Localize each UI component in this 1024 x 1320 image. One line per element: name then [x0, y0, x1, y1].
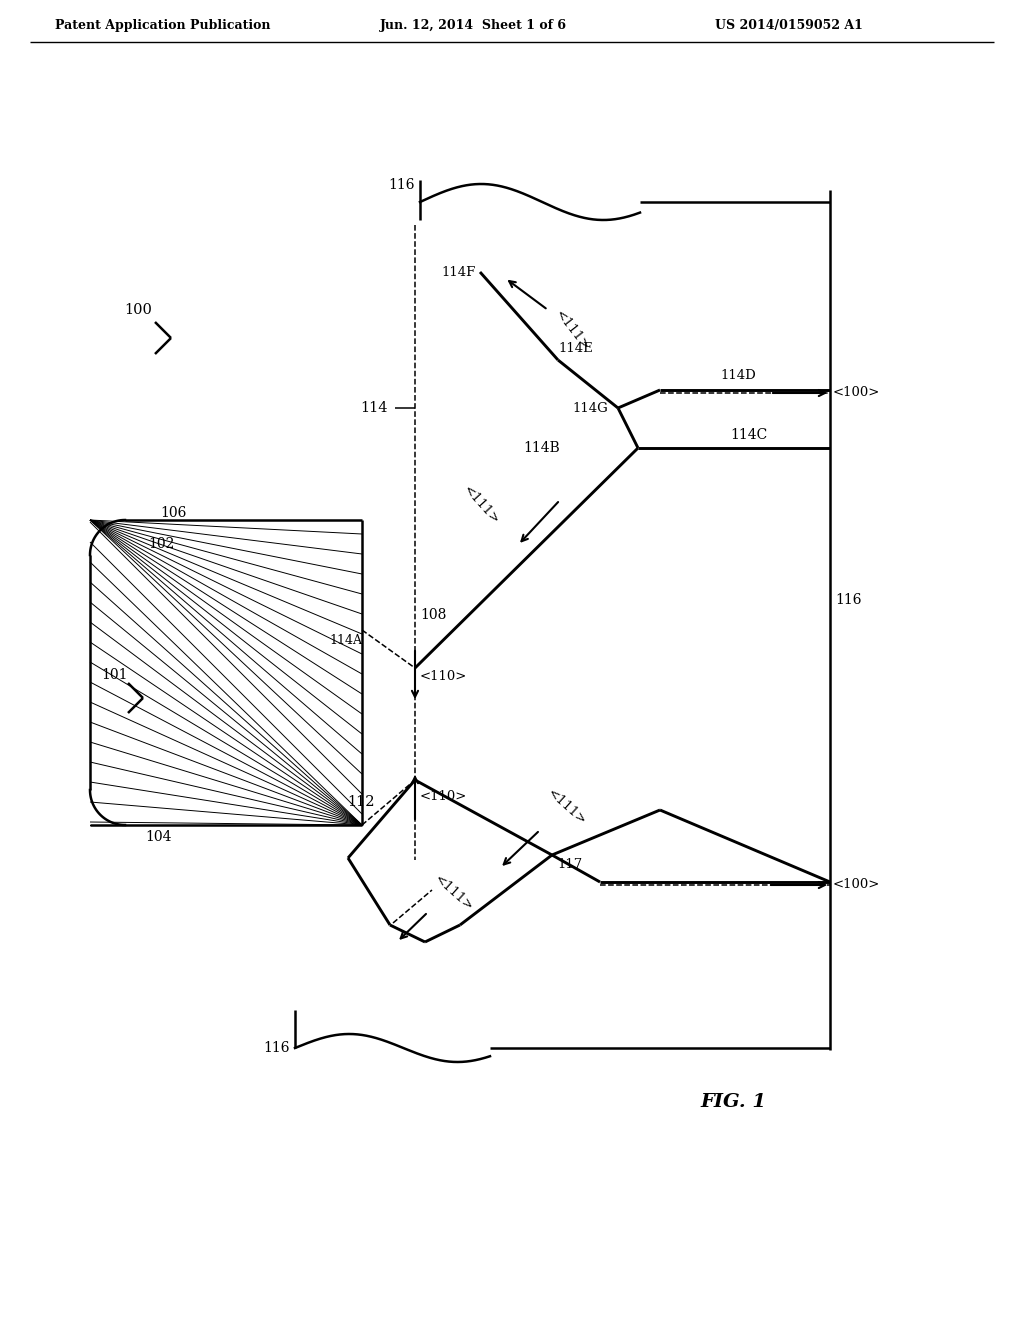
Text: 104: 104	[145, 830, 171, 843]
Text: Patent Application Publication: Patent Application Publication	[55, 18, 270, 32]
Text: 116: 116	[263, 1041, 290, 1055]
Text: 117: 117	[557, 858, 583, 871]
Text: 100: 100	[124, 304, 152, 317]
Text: 108: 108	[420, 609, 446, 622]
Text: <111>: <111>	[432, 873, 476, 913]
Text: 114A: 114A	[329, 634, 362, 647]
Text: 114: 114	[360, 401, 388, 414]
Text: <111>: <111>	[545, 787, 589, 828]
Text: <100>: <100>	[833, 879, 881, 891]
Text: <111>: <111>	[461, 483, 502, 527]
Text: US 2014/0159052 A1: US 2014/0159052 A1	[715, 18, 863, 32]
Text: <110>: <110>	[420, 669, 467, 682]
Text: 114C: 114C	[730, 428, 767, 442]
Text: 112: 112	[347, 795, 375, 809]
Text: <110>: <110>	[420, 791, 467, 804]
Text: 114F: 114F	[441, 265, 476, 279]
Text: <111>: <111>	[552, 308, 592, 354]
Text: 116: 116	[835, 593, 861, 607]
Text: 116: 116	[388, 178, 415, 191]
Text: 101: 101	[101, 668, 128, 682]
Text: 114G: 114G	[572, 403, 608, 414]
Text: 102: 102	[148, 537, 174, 550]
Text: 114D: 114D	[720, 370, 756, 381]
Text: 114B: 114B	[523, 441, 560, 455]
Text: FIG. 1: FIG. 1	[700, 1093, 766, 1111]
Text: Jun. 12, 2014  Sheet 1 of 6: Jun. 12, 2014 Sheet 1 of 6	[380, 18, 567, 32]
Text: 114E: 114E	[558, 342, 593, 355]
Text: <100>: <100>	[833, 387, 881, 400]
Text: 106: 106	[160, 506, 186, 520]
